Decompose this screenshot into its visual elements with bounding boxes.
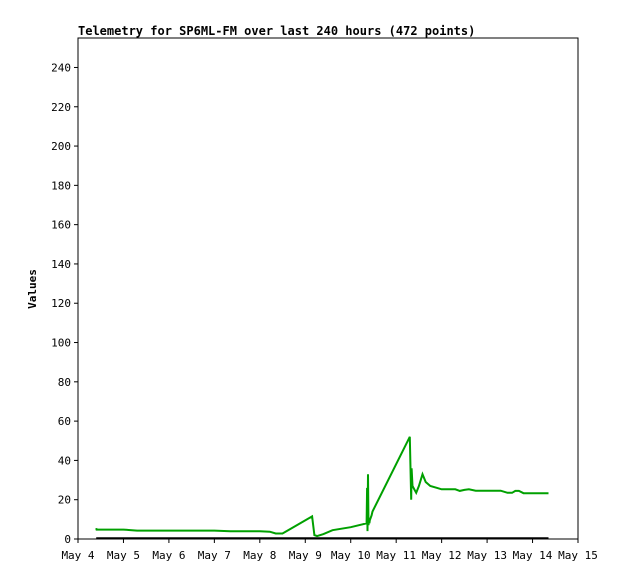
y-tick-label: 60 [58, 415, 71, 428]
y-tick-label: 240 [51, 61, 71, 74]
y-tick-label: 20 [58, 494, 71, 507]
x-tick-label: May 14 [513, 549, 553, 562]
series-layer [95, 436, 549, 540]
y-axis: 0 20 40 60 80 100 120 140 160 180 200 220 240 [51, 61, 78, 546]
y-tick-label: 40 [58, 454, 71, 467]
y-tick-label: 220 [51, 101, 71, 114]
plot-frame [77, 37, 579, 540]
y-tick-label: 200 [51, 140, 71, 153]
x-tick-label: May 15 [558, 549, 598, 562]
y-tick-label: 140 [51, 258, 71, 271]
series-line-0 [95, 436, 549, 538]
y-tick-label: 0 [64, 533, 71, 546]
x-tick-label: May 5 [107, 549, 140, 562]
y-axis-label: Values [26, 269, 39, 309]
x-axis: May 4 May 5 May 6 May 7 May 8 May 9 May 10 May … [61, 539, 598, 562]
x-tick-label: May 10 [331, 549, 371, 562]
x-tick-label: May 9 [289, 549, 322, 562]
y-tick-label: 120 [51, 297, 71, 310]
x-tick-label: May 12 [422, 549, 462, 562]
x-tick-label: May 6 [152, 549, 185, 562]
x-tick-label: May 7 [198, 549, 231, 562]
x-tick-label: May 4 [61, 549, 94, 562]
x-tick-label: May 13 [467, 549, 507, 562]
chart-title: Telemetry for SP6ML-FM over last 240 hou… [78, 24, 475, 38]
x-tick-label: May 8 [243, 549, 276, 562]
y-tick-label: 100 [51, 337, 71, 350]
y-tick-label: 180 [51, 179, 71, 192]
y-tick-label: 80 [58, 376, 71, 389]
x-tick-label: May 11 [376, 549, 416, 562]
y-tick-label: 160 [51, 219, 71, 232]
